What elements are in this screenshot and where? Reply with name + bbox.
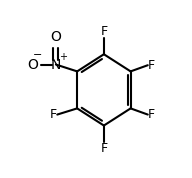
Text: F: F bbox=[148, 59, 155, 72]
Text: F: F bbox=[50, 108, 57, 121]
Text: F: F bbox=[148, 108, 155, 121]
Text: +: + bbox=[59, 51, 67, 62]
Text: −: − bbox=[33, 50, 42, 60]
Text: O: O bbox=[50, 30, 61, 44]
Text: N: N bbox=[51, 57, 61, 72]
Text: O: O bbox=[27, 57, 38, 72]
Text: F: F bbox=[100, 142, 108, 155]
Text: F: F bbox=[100, 25, 108, 38]
